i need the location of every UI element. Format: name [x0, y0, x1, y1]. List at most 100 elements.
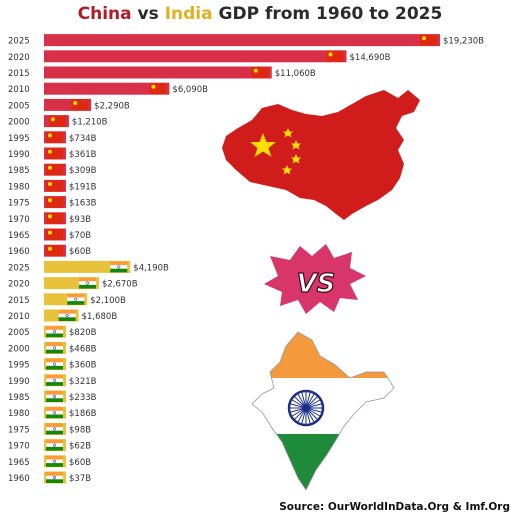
- india-flag-icon-india-2005: [46, 326, 63, 330]
- china-value-label-2010: $6,090B: [172, 85, 208, 95]
- china-value-label-2025: $19,230B: [443, 37, 484, 47]
- china-value-label-1990: $361B: [69, 150, 97, 160]
- india-flag-icon-india-2010: [58, 310, 76, 314]
- india-year-label-2010: 2010: [8, 312, 30, 322]
- india-value-label-2025: $4,190B: [133, 263, 169, 273]
- china-small-star-4: [282, 165, 292, 175]
- india-value-label-1995: $360B: [69, 361, 97, 371]
- india-flag-icon-india-1995: [46, 358, 63, 363]
- india-year-label-1980: 1980: [8, 409, 30, 419]
- india-value-label-2000: $468B: [69, 344, 97, 354]
- china-year-label-2000: 2000: [8, 118, 30, 128]
- india-flag-icon-india-2020: [78, 277, 96, 282]
- india-value-label-2005: $820B: [69, 328, 97, 338]
- china-flag-icon-china-1985: [46, 164, 63, 176]
- china-small-star-2: [291, 140, 301, 150]
- bars-group: 2025 $19,230B 2020 $14,690B 2015 $11,060B 2010…: [8, 34, 484, 484]
- china-value-label-1960: $60B: [69, 247, 91, 257]
- china-year-label-1990: 1990: [8, 150, 30, 160]
- india-flag-icon-india-1985: [46, 391, 63, 395]
- india-flag-chakra-india-2020: [85, 281, 90, 285]
- india-flag-icon-india-2025: [110, 261, 128, 266]
- china-flag-icon-china-1965: [46, 229, 63, 240]
- india-flag-green-india-2000: [46, 349, 63, 354]
- india-value-label-2015: $2,100B: [90, 296, 126, 306]
- china-year-label-2020: 2020: [8, 53, 30, 63]
- india-flag-chakra-india-2005: [52, 330, 57, 334]
- china-flag-icon-china-1970: [46, 212, 63, 224]
- china-value-label-1995: $734B: [69, 134, 97, 144]
- china-flag-star-china-2020: [328, 52, 333, 57]
- title-rest: GDP from 1960 to 2025: [212, 4, 443, 24]
- india-year-label-1970: 1970: [8, 442, 30, 452]
- india-flag-chakra-india-1990: [52, 378, 57, 382]
- india-flag-green-india-1965: [46, 463, 63, 467]
- china-value-label-1965: $70B: [69, 231, 91, 241]
- china-year-label-1975: 1975: [8, 199, 30, 209]
- china-year-label-2005: 2005: [8, 101, 30, 111]
- india-flag-chakra-india-1985: [52, 394, 57, 399]
- china-year-label-1985: 1985: [8, 166, 30, 176]
- india-flag-green-india-2005: [46, 333, 63, 338]
- vs-burst-shape: [264, 244, 366, 314]
- india-flag-chakra-india-1965: [52, 459, 57, 463]
- china-flag-star-china-1975: [48, 198, 52, 203]
- india-flag-chakra-india-2015: [74, 297, 78, 301]
- china-small-star-3: [291, 154, 301, 164]
- china-flag-star-china-2000: [50, 117, 55, 122]
- china-value-label-1985: $309B: [69, 166, 97, 176]
- china-flag-star-china-1960: [48, 246, 52, 251]
- ashoka-chakra-icon: [287, 389, 325, 427]
- india-flag-green-india-1975: [46, 430, 63, 435]
- china-value-label-1975: $163B: [69, 199, 97, 209]
- india-flag-green-india-1960: [46, 479, 63, 483]
- india-map: [251, 331, 395, 491]
- china-flag-star-china-1985: [48, 165, 52, 170]
- title-india: India: [164, 4, 213, 24]
- china-flag-star-china-2025: [422, 36, 426, 41]
- china-flag-icon-china-2005: [71, 99, 89, 111]
- china-flag-icon-china-2020: [326, 50, 344, 62]
- china-year-label-1970: 1970: [8, 215, 30, 225]
- china-flag-icon-china-2000: [48, 115, 66, 127]
- india-flag-icon-india-1965: [46, 455, 63, 460]
- china-map: [222, 90, 420, 220]
- china-flag-icon-china-1995: [46, 131, 63, 143]
- india-flag-chakra-india-2025: [117, 265, 121, 269]
- vs-text: VS: [297, 269, 336, 299]
- india-year-label-2025: 2025: [8, 263, 30, 273]
- india-flag-white-india-1985: [45, 394, 64, 399]
- china-value-label-2020: $14,690B: [350, 53, 391, 63]
- india-flag-chakra-india-1970: [52, 443, 57, 447]
- india-value-label-1960: $37B: [69, 474, 91, 484]
- india-value-label-2010: $1,680B: [82, 312, 118, 322]
- india-flag-green-india-2020: [78, 284, 96, 289]
- source-note: Source: OurWorldInData.Org & Imf.Org: [279, 501, 510, 513]
- china-flag-icon-china-2010: [149, 83, 167, 95]
- china-flag-star-china-1990: [48, 149, 52, 154]
- china-flag-icon-china-1980: [46, 180, 63, 192]
- china-flag-star-china-1970: [48, 214, 52, 219]
- india-year-label-2020: 2020: [8, 280, 30, 290]
- india-map-outline: [251, 331, 395, 491]
- india-flag-icon-india-1990: [46, 374, 63, 379]
- india-saffron-band: [252, 332, 394, 378]
- china-flag-star-china-1965: [48, 230, 52, 235]
- china-year-label-1965: 1965: [8, 231, 30, 241]
- india-flag-chakra-india-2000: [52, 346, 57, 350]
- india-year-label-1995: 1995: [8, 361, 30, 371]
- india-value-label-2020: $2,670B: [102, 280, 138, 290]
- india-flag-chakra-india-1980: [52, 411, 57, 415]
- india-year-label-1965: 1965: [8, 458, 30, 468]
- india-flag-chakra-india-1960: [52, 475, 57, 480]
- china-bar-2020: [44, 50, 347, 63]
- india-flag-green-india-1980: [46, 414, 63, 419]
- india-flag-icon-india-1975: [46, 423, 63, 428]
- india-year-label-2000: 2000: [8, 344, 30, 354]
- china-bar-2025: [44, 34, 440, 47]
- china-big-star: [250, 133, 276, 157]
- china-bar-2010: [44, 82, 170, 95]
- india-bar-2025: [44, 260, 131, 273]
- title-vs: vs: [131, 4, 165, 24]
